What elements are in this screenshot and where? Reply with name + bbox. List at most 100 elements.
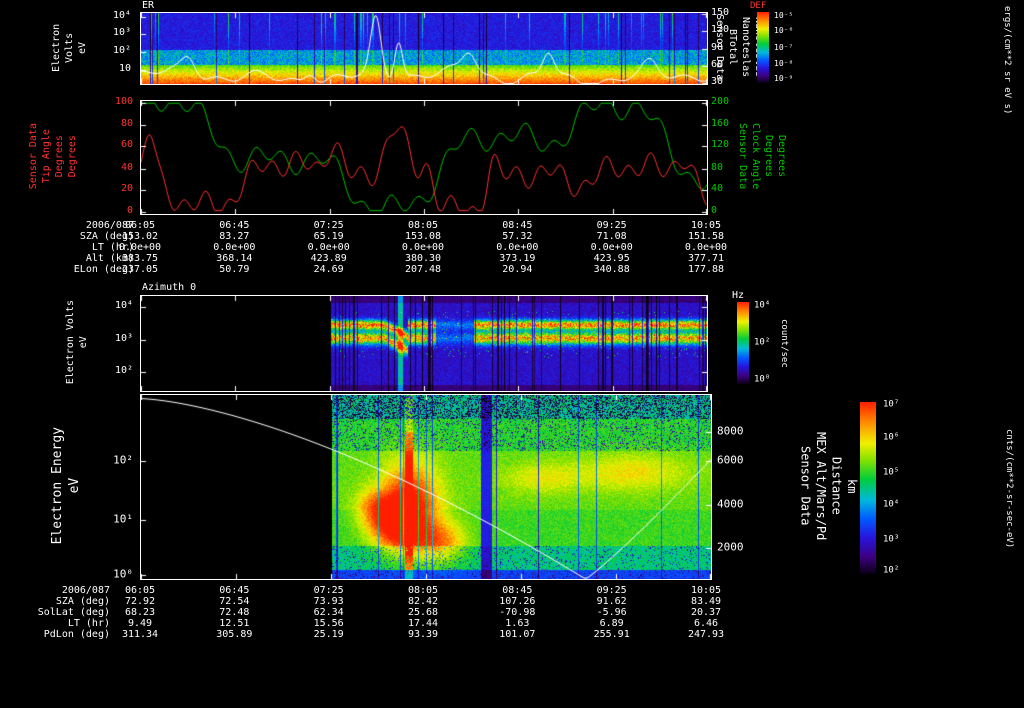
row-value: 368.14 (216, 253, 253, 264)
row-value: 0.0e+00 (118, 242, 162, 253)
row-value: 311.34 (121, 629, 159, 640)
tick-label: 200 (711, 96, 730, 108)
energy-spectrogram-panel (140, 394, 712, 580)
tick-label: 10⁻⁸ (774, 58, 794, 68)
def-colorbar-units: ergs/(cm**2 sr eV s) (996, 4, 1016, 116)
tick-label: 10² (883, 565, 900, 576)
azimuth-left-axis-ticks: 10⁴ 10³ 10² (98, 295, 136, 390)
hz-colorbar-title: Hz (732, 290, 745, 301)
tick-label: 120 (711, 24, 730, 36)
tick-label: 10⁷ (883, 399, 900, 410)
row-value: 177.88 (687, 264, 725, 275)
azimuth-spectrogram-canvas (141, 296, 707, 391)
row-label: SZA (deg) (55, 596, 110, 607)
tick-label: 10¹ (113, 512, 133, 526)
row-value: 423.89 (310, 253, 347, 264)
table-row: 2006/087 06:05 06:45 07:25 08:05 08:45 09:25 10… (0, 585, 1024, 596)
hz-colorbar-ticks: 10⁴ 10² 10⁰ (751, 301, 779, 385)
tip-angle-axis-ticks: 100 80 60 40 20 0 (100, 96, 136, 216)
row-value: 07:25 (313, 585, 344, 596)
tick-label: 10² (114, 365, 133, 376)
tick-label: 60 (120, 139, 133, 151)
row-label: LT (hr) (91, 242, 134, 253)
row-value: 237.05 (121, 264, 159, 275)
row-value: 0.0e+00 (307, 242, 350, 253)
tick-label: 30 (711, 75, 724, 87)
clock-angle-axis-label-text: Sensor Data Clock Angle Degrees Degrees (737, 123, 787, 190)
table-row: 2006/087 06:05 06:45 07:25 08:05 08:45 09:25 10… (0, 220, 1024, 231)
row-value: 101.07 (499, 629, 536, 640)
tick-label: 90 (711, 41, 724, 53)
row-value: 83.49 (690, 596, 722, 607)
row-value: -70.98 (499, 607, 536, 618)
distance-axis-label-text: Sensor Data MEX Alt/Mars/Pd Distance km (798, 431, 860, 541)
distance-axis-label: Sensor Data MEX Alt/Mars/Pd Distance km (798, 394, 860, 578)
row-label: 2006/087 (61, 585, 110, 596)
row-value: 107.26 (499, 596, 536, 607)
def-colorbar-title: DEF (750, 1, 767, 11)
tick-label: 10⁻⁶ (774, 26, 794, 36)
er-spectrogram-panel (140, 12, 708, 85)
row-value: 08:05 (407, 220, 439, 231)
tick-label: 10² (112, 45, 131, 57)
row-value: 377.71 (687, 253, 725, 264)
energy-left-axis-label-text: Electron Energy eV (50, 427, 82, 545)
tick-label: 80 (120, 117, 133, 129)
row-value: 72.48 (219, 607, 250, 618)
hz-colorbar-units: count/sec (774, 302, 792, 384)
row-value: 153.02 (121, 231, 159, 242)
table-row: Alt (km) 383.75 368.14 423.89 380.30 373.19 42… (0, 253, 1024, 264)
row-value: 247.93 (687, 629, 725, 640)
tick-label: 150 (711, 7, 730, 19)
row-value: 9.49 (127, 618, 153, 629)
row-value: 0.0e+00 (590, 242, 633, 253)
tip-angle-axis-label-text: Sensor Data Tip Angle Degrees Degrees (28, 123, 78, 190)
row-value: 25.68 (407, 607, 439, 618)
row-value: 08:05 (407, 585, 439, 596)
table-row: ELon (deg) 237.05 50.79 24.69 207.48 20.94 340… (0, 264, 1024, 275)
row-value: 06:05 (124, 220, 156, 231)
row-value: 62.34 (313, 607, 344, 618)
row-value: 82.42 (407, 596, 439, 607)
tick-label: 0 (711, 204, 718, 216)
def-colorbar (757, 12, 769, 83)
row-label: PdLon (deg) (43, 629, 110, 640)
annotation-table-bottom: 2006/087 06:05 06:45 07:25 08:05 08:45 09:25 10… (0, 585, 1024, 640)
tick-label: 80 (711, 161, 724, 173)
row-value: 0.0e+00 (213, 242, 256, 253)
row-label: SZA (deg) (79, 231, 134, 242)
row-value: 20.94 (502, 264, 533, 275)
row-value: 72.54 (219, 596, 250, 607)
row-value: 25.19 (313, 629, 344, 640)
tick-label: 10⁰ (754, 374, 771, 385)
row-value: 09:25 (596, 220, 627, 231)
er-right-axis-label: Sensor Data BTotal Nanoteslas Nanoteslas (714, 8, 764, 86)
azimuth-left-axis-label: Electron Volts eV (60, 295, 94, 390)
row-value: 380.30 (404, 253, 442, 264)
tip-angle-axis-label: Sensor Data Tip Angle Degrees Degrees (28, 100, 78, 213)
row-value: 12.51 (219, 618, 250, 629)
row-value: 383.75 (121, 253, 159, 264)
row-label: ELon (deg) (73, 264, 134, 275)
tick-label: 10³ (114, 332, 133, 344)
row-label: Alt (km) (85, 253, 134, 264)
row-value: 10:05 (690, 220, 722, 231)
table-row: SZA (deg) 72.92 72.54 73.93 82.42 107.26 91.62… (0, 596, 1024, 607)
row-value: 06:45 (219, 585, 250, 596)
distance-axis-ticks: 8000 6000 4000 2000 (714, 394, 756, 578)
er-right-axis-ticks: 150 120 90 60 30 (708, 8, 738, 86)
angles-line-panel (140, 100, 708, 215)
tick-label: 120 (711, 139, 730, 151)
tick-label: 6000 (717, 453, 744, 467)
row-value: 08:45 (502, 220, 533, 231)
azimuth-panel-title: Azimuth 0 (142, 282, 197, 293)
tick-label: 10⁰ (113, 567, 133, 581)
tick-label: 0 (126, 204, 133, 216)
row-value: 65.19 (313, 231, 344, 242)
row-value: 73.93 (313, 596, 344, 607)
row-value: 15.56 (313, 618, 344, 629)
def-colorbar-ticks: 10⁻⁵ 10⁻⁶ 10⁻⁷ 10⁻⁸ 10⁻⁹ (771, 11, 801, 83)
tick-label: 100 (114, 96, 133, 108)
row-value: 151.58 (687, 231, 725, 242)
tick-label: 160 (711, 117, 730, 129)
